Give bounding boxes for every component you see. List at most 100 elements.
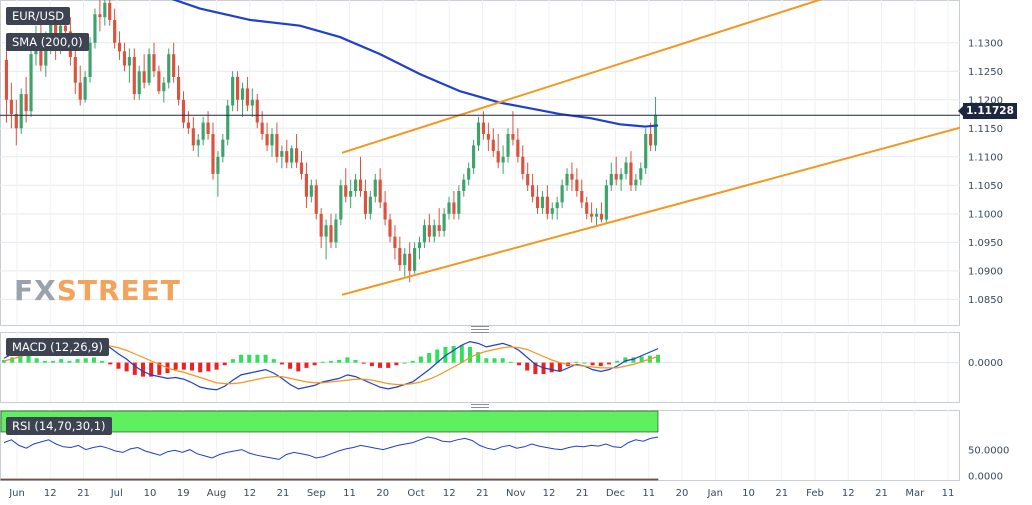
price-tick-label: 1.1300 [968, 38, 1003, 49]
candle-body [619, 173, 623, 180]
candle-body [472, 145, 476, 169]
time-tick-label: 10 [742, 488, 755, 499]
macd-histogram-bar [484, 358, 489, 363]
time-tick-label: 21 [576, 488, 589, 499]
sma-200-line [171, 0, 659, 128]
sma-indicator-label[interactable]: SMA (200,0) [6, 33, 89, 51]
macd-histogram-bar [329, 360, 333, 363]
macd-histogram-bar [34, 358, 39, 363]
macd-histogram-bar [51, 360, 56, 363]
candle-body [275, 133, 279, 157]
candle-body [83, 76, 87, 100]
macd-histogram-bar [67, 360, 72, 363]
candle-body [206, 122, 210, 134]
macd-histogram-bar [410, 360, 415, 363]
time-tick-label: Oct [407, 488, 424, 499]
macd-histogram-bar [255, 354, 260, 363]
macd-histogram-bar [149, 362, 154, 377]
rsi-indicator-label[interactable]: RSI (14,70,30,1) [6, 417, 112, 435]
candle-body [511, 133, 515, 140]
candle-body [186, 122, 190, 129]
candle-body [481, 122, 486, 134]
macd-histogram-bar [296, 362, 301, 372]
candle-body [363, 191, 367, 214]
macd-histogram-bar [656, 354, 660, 363]
symbol-label[interactable]: EUR/USD [6, 7, 71, 25]
candle-body [226, 105, 230, 140]
channel-line [341, 126, 960, 296]
time-tick-label: 12 [842, 488, 855, 499]
price-tick-label: 1.1000 [968, 209, 1003, 220]
macd-histogram-bar [533, 362, 538, 374]
macd-resize-handle[interactable] [471, 326, 489, 333]
candle-body [309, 185, 313, 197]
macd-histogram-bar [157, 362, 162, 375]
candle-body [14, 114, 18, 129]
macd-histogram-bar [132, 362, 137, 375]
candle-body [211, 133, 215, 174]
candle-body [634, 179, 638, 186]
candle-body [334, 219, 338, 243]
candle-body [540, 196, 545, 209]
time-tick-label: 11 [343, 488, 356, 499]
macd-indicator-label[interactable]: MACD (12,26,9) [6, 338, 109, 356]
candle-body [393, 236, 397, 249]
rsi-resize-handle[interactable] [471, 404, 489, 411]
macd-histogram-bar [549, 362, 554, 373]
candle-body [403, 253, 407, 266]
panel-frame [0, 0, 960, 326]
candle-body [235, 76, 240, 100]
candle-body [437, 225, 441, 231]
macd-histogram-bar [386, 362, 391, 368]
candle-body [19, 94, 23, 129]
macd-histogram-bar [435, 349, 440, 363]
price-tick-label: 1.0950 [968, 238, 1003, 249]
candle-body [117, 42, 122, 52]
candle-body [4, 59, 9, 100]
candle-body [535, 196, 540, 209]
candle-body [24, 94, 28, 112]
candle-body [167, 54, 171, 83]
macd-histogram-bar [100, 360, 105, 363]
macd-histogram-bar [476, 352, 481, 363]
candle-body [447, 202, 451, 214]
macd-histogram-bar [500, 358, 505, 363]
rsi-tick-label: 50.0000 [968, 446, 1009, 457]
candle-body [157, 71, 161, 92]
candle-body [9, 99, 13, 115]
time-tick-label: 21 [775, 488, 788, 499]
candle-body [93, 14, 97, 43]
candle-body [231, 76, 235, 106]
candle-body [442, 213, 446, 231]
time-tick-label: 12 [443, 488, 456, 499]
candle-body [103, 2, 107, 18]
macd-histogram-bar [525, 362, 530, 371]
time-tick-label: 21 [476, 488, 489, 499]
candle-body [413, 248, 417, 271]
macd-histogram-bar [247, 354, 252, 363]
rsi-line [3, 436, 659, 460]
macd-histogram-bar [271, 359, 276, 363]
candle-body [127, 57, 131, 66]
candle-body [181, 99, 186, 123]
macd-histogram-bar [402, 362, 407, 364]
candle-body [501, 156, 505, 163]
candle-body [191, 128, 195, 146]
candle-body [462, 179, 466, 192]
candle-body [324, 225, 328, 237]
candle-body [629, 162, 633, 186]
time-tick-label: Mar [905, 488, 925, 499]
time-tick-label: 12 [243, 488, 256, 499]
candle-body [594, 213, 599, 217]
watermark-part-2: STREET [56, 274, 181, 307]
candle-body [422, 225, 427, 243]
macd-histogram-bar [418, 356, 423, 363]
macd-histogram-bar [91, 357, 96, 363]
macd-histogram-bar [304, 362, 309, 368]
macd-histogram-bar [427, 353, 432, 363]
candle-body [383, 202, 387, 220]
candle-body [147, 54, 151, 83]
candle-body [240, 88, 245, 100]
candle-body [339, 185, 343, 220]
candle-body [521, 156, 525, 174]
